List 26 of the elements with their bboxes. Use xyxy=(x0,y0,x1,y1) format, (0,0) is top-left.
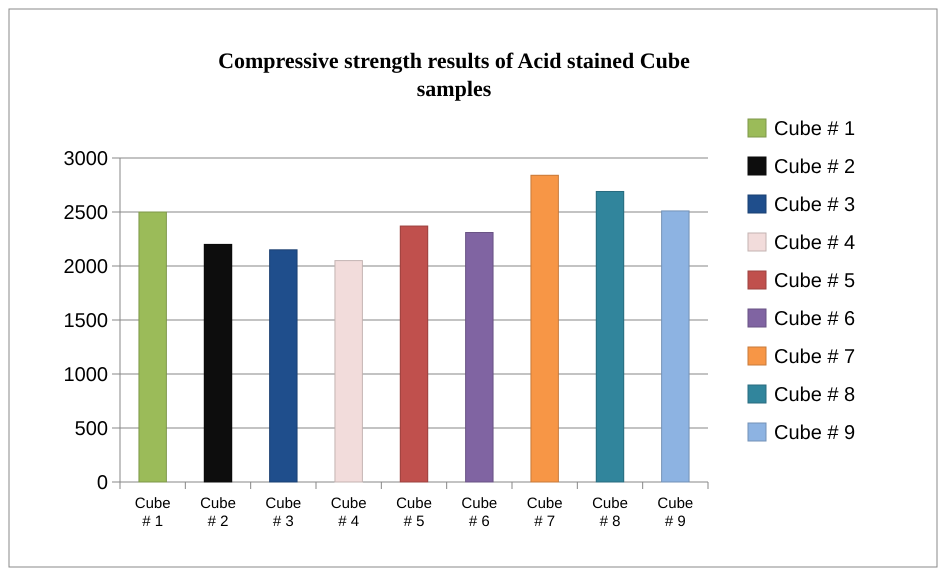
legend-label: Cube # 4 xyxy=(774,232,856,254)
y-tick-label: 2500 xyxy=(64,202,108,224)
legend-label: Cube # 6 xyxy=(774,308,856,330)
legend-label: Cube # 9 xyxy=(774,422,856,444)
y-tick-label: 1000 xyxy=(64,364,108,386)
y-tick-label: 2000 xyxy=(64,256,108,278)
legend-label: Cube # 2 xyxy=(774,156,856,178)
x-tick-label: Cube # 8 xyxy=(592,495,628,530)
x-tick-label: Cube # 9 xyxy=(657,495,694,530)
x-tick-label: Cube # 3 xyxy=(265,495,302,530)
y-tick-label: 0 xyxy=(96,472,108,494)
x-tick-label: Cube # 1 xyxy=(134,495,171,530)
legend-label: Cube # 3 xyxy=(774,194,856,216)
x-tick-label: Cube # 2 xyxy=(200,495,236,530)
legend-label: Cube # 1 xyxy=(774,118,856,140)
legend-label: Cube # 5 xyxy=(774,270,856,292)
y-tick-label: 3000 xyxy=(64,148,108,170)
legend-label: Cube # 7 xyxy=(774,346,856,368)
x-tick-label: Cube # 7 xyxy=(526,495,563,530)
x-tick-label: Cube # 6 xyxy=(461,495,498,530)
chart-title: Compressive strength results of Acid stained Cube samples xyxy=(218,48,690,101)
x-tick-label: Cube # 4 xyxy=(330,495,367,530)
y-tick-label: 1500 xyxy=(64,310,108,332)
y-tick-label: 500 xyxy=(74,418,108,440)
x-tick-label: Cube # 5 xyxy=(396,495,432,530)
legend-label: Cube # 8 xyxy=(774,384,856,406)
